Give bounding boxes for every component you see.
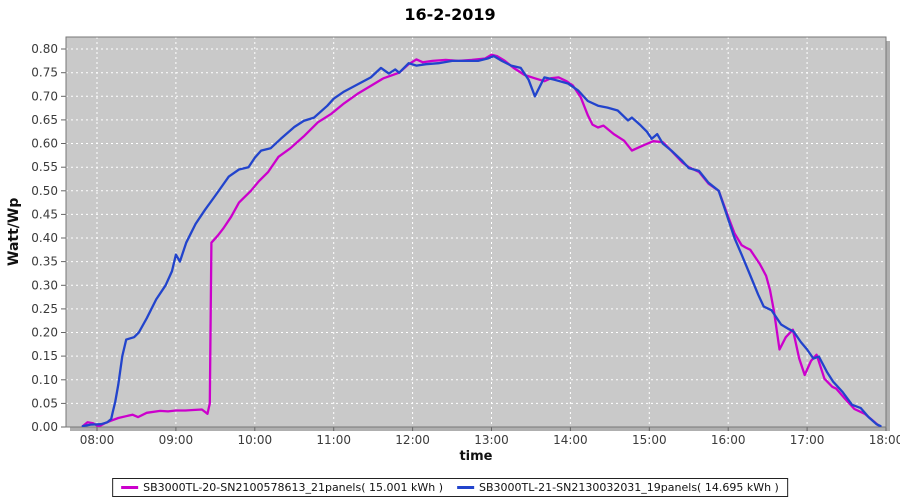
legend-swatch-magenta-line	[121, 486, 139, 489]
y-axis-title: Watt/Wp	[6, 197, 22, 267]
svg-text:14:00: 14:00	[553, 433, 588, 447]
legend-label-inverter-20: SB3000TL-20-SN2100578613_21panels( 15.00…	[143, 481, 443, 494]
svg-text:0.75: 0.75	[31, 66, 58, 80]
svg-text:17:00: 17:00	[790, 433, 825, 447]
legend-item-inverter-20: SB3000TL-20-SN2100578613_21panels( 15.00…	[121, 481, 443, 494]
svg-text:08:00: 08:00	[80, 433, 115, 447]
svg-text:16:00: 16:00	[711, 433, 746, 447]
svg-text:0.80: 0.80	[31, 42, 58, 56]
legend: SB3000TL-20-SN2100578613_21panels( 15.00…	[112, 478, 788, 497]
svg-text:0.15: 0.15	[31, 349, 58, 363]
svg-text:0.10: 0.10	[31, 373, 58, 387]
svg-text:11:00: 11:00	[316, 433, 351, 447]
svg-text:0.30: 0.30	[31, 278, 58, 292]
chart-canvas: 08:00 09:00 10:00 11:00 12:00 13:00 14:00 15:00…	[31, 36, 900, 447]
svg-text:09:00: 09:00	[159, 433, 194, 447]
legend-item-inverter-21: SB3000TL-21-SN2130032031_19panels( 14.69…	[457, 481, 779, 494]
svg-text:0.20: 0.20	[31, 326, 58, 340]
svg-text:15:00: 15:00	[632, 433, 667, 447]
legend-label-inverter-21: SB3000TL-21-SN2130032031_19panels( 14.69…	[479, 481, 779, 494]
svg-text:0.05: 0.05	[31, 396, 58, 410]
svg-text:0.25: 0.25	[31, 302, 58, 316]
svg-text:0.50: 0.50	[31, 184, 58, 198]
svg-text:0.35: 0.35	[31, 255, 58, 269]
svg-text:0.45: 0.45	[31, 207, 58, 221]
svg-text:12:00: 12:00	[395, 433, 430, 447]
svg-text:0.60: 0.60	[31, 137, 58, 151]
chart-title: 16-2-2019	[404, 5, 496, 24]
svg-text:13:00: 13:00	[474, 433, 509, 447]
svg-text:0.00: 0.00	[31, 420, 58, 434]
svg-text:10:00: 10:00	[238, 433, 273, 447]
x-axis-title: time	[459, 449, 493, 464]
svg-text:0.55: 0.55	[31, 160, 58, 174]
series-line	[81, 54, 882, 427]
svg-text:0.70: 0.70	[31, 89, 58, 103]
svg-text:18:00: 18:00	[869, 433, 900, 447]
svg-text:0.40: 0.40	[31, 231, 58, 245]
legend-swatch-blue-line	[457, 486, 474, 489]
svg-text:0.65: 0.65	[31, 113, 58, 127]
